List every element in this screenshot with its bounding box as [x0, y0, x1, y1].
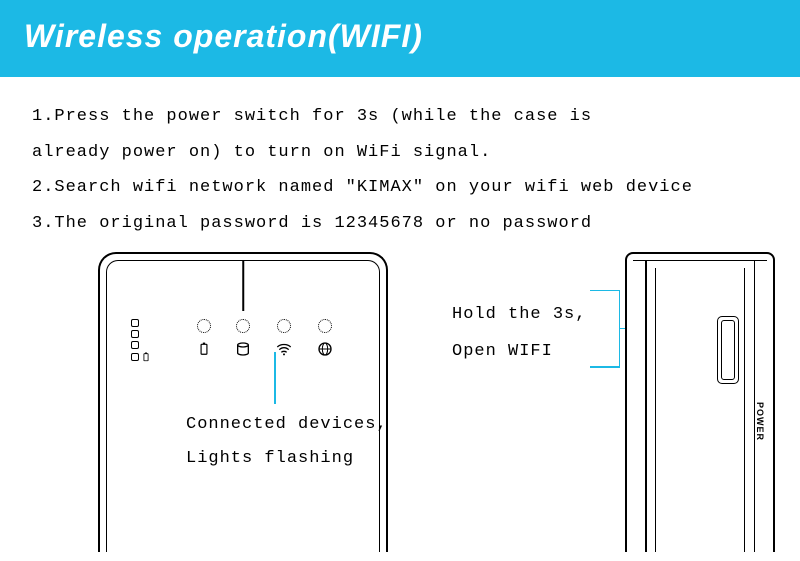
instruction-2: 2.Search wifi network named "KIMAX" on y…: [32, 170, 768, 206]
led-light-icon: [131, 319, 139, 327]
power-label: POWER: [755, 402, 765, 441]
led-item: [131, 319, 151, 327]
side-bevel: [633, 260, 767, 262]
header-banner: Wireless operation(WIFI): [0, 0, 800, 77]
callout-line-wifi: [274, 352, 276, 404]
led-light-icon: [131, 341, 139, 349]
callout-bracket: [590, 290, 620, 368]
callout-text-line: Lights flashing: [186, 442, 388, 476]
device-side-outer: POWER: [625, 252, 775, 552]
device-top-view: [98, 252, 388, 552]
instruction-block: 1.Press the power switch for 3s (while t…: [0, 77, 800, 252]
callout-text-line: Hold the 3s,: [452, 296, 586, 333]
led-dotted-icon: [318, 319, 332, 333]
led-column: [131, 319, 151, 365]
callout-hold-3s: Hold the 3s, Open WIFI: [452, 296, 586, 371]
diagram-area: Connected devices, Lights flashing Hold …: [0, 252, 800, 552]
indicator-disk: [235, 319, 251, 357]
led-item: [131, 341, 151, 349]
led-item: [131, 352, 151, 362]
led-item: [131, 330, 151, 338]
disk-icon: [235, 341, 251, 357]
side-inner-line: [744, 268, 745, 552]
indicator-globe: [317, 319, 333, 357]
callout-text-line: Open WIFI: [452, 333, 586, 370]
indicator-battery: [197, 319, 211, 357]
side-edge-line: [645, 260, 647, 552]
led-dotted-icon: [277, 319, 291, 333]
indicator-wifi: [275, 319, 293, 357]
instruction-1a: 1.Press the power switch for 3s (while t…: [32, 99, 768, 135]
battery-icon: [141, 352, 151, 362]
header-title: Wireless operation(WIFI): [24, 18, 776, 55]
power-button: [717, 316, 739, 384]
globe-icon: [317, 341, 333, 357]
led-dotted-icon: [197, 319, 211, 333]
device-side-view: POWER: [625, 252, 775, 552]
power-button-inner: [721, 320, 735, 380]
indicator-row: [197, 319, 333, 357]
callout-connected-devices: Connected devices, Lights flashing: [186, 408, 388, 476]
battery-icon: [197, 341, 211, 357]
device-top-inner-frame: [106, 260, 380, 552]
wifi-icon: [275, 341, 293, 357]
device-seam-line: [242, 261, 244, 311]
led-dotted-icon: [236, 319, 250, 333]
led-light-icon: [131, 330, 139, 338]
callout-text-line: Connected devices,: [186, 408, 388, 442]
instruction-1b: already power on) to turn on WiFi signal…: [32, 135, 768, 171]
instruction-3: 3.The original password is 12345678 or n…: [32, 206, 768, 242]
led-light-icon: [131, 353, 139, 361]
side-inner-line: [655, 268, 656, 552]
